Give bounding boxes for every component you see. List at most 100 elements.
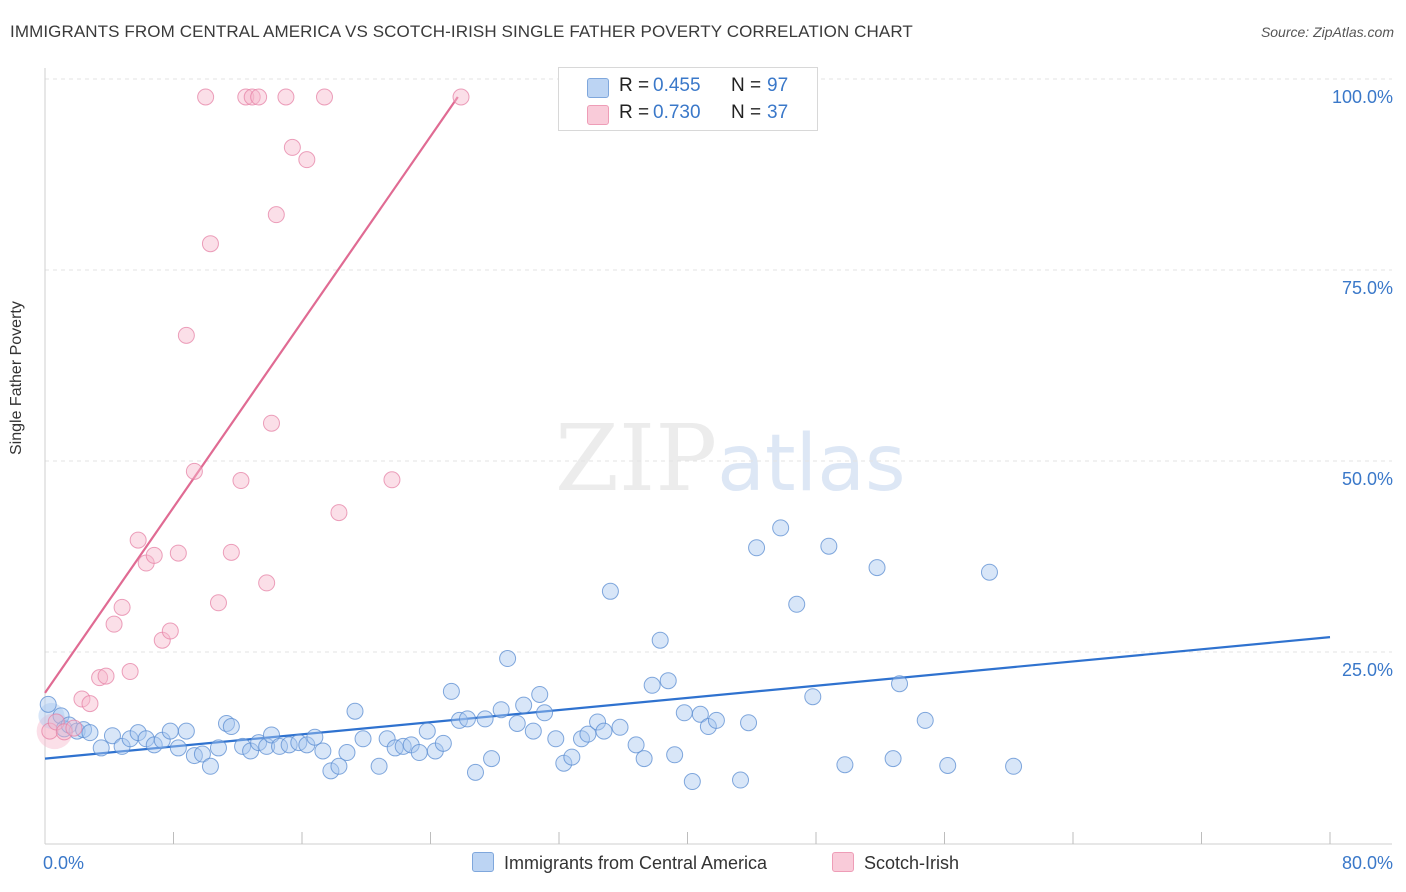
point-central-america	[579, 725, 597, 743]
point-central-america	[563, 748, 581, 766]
point-central-america	[635, 750, 653, 768]
point-scotch-irish	[81, 695, 99, 713]
point-central-america	[81, 724, 99, 742]
point-layer	[36, 88, 1023, 791]
point-central-america	[884, 750, 902, 768]
bottom-legend-label: Immigrants from Central America	[504, 853, 768, 873]
point-central-america	[492, 701, 510, 719]
point-central-america	[868, 559, 886, 577]
point-central-america	[39, 695, 57, 713]
point-central-america	[68, 722, 86, 740]
point-scotch-irish	[169, 544, 187, 562]
chart-title: IMMIGRANTS FROM CENTRAL AMERICA VS SCOTC…	[10, 22, 913, 41]
bottom-legend-label: Scotch-Irish	[864, 853, 960, 873]
point-central-america	[330, 757, 348, 775]
watermark: ZIPatlas	[555, 405, 906, 512]
point-central-america	[201, 757, 219, 775]
point-scotch-irish	[41, 722, 59, 740]
point-central-america	[508, 714, 526, 732]
point-central-america	[536, 704, 554, 722]
point-central-america	[161, 722, 179, 740]
label-layer: 25.0% 50.0% 75.0% 100.0% 0.0% 80.0%	[43, 87, 1393, 873]
point-central-america	[209, 739, 227, 757]
point-central-america	[531, 685, 549, 703]
point-central-america	[515, 696, 533, 714]
legend-r-value: 0.730	[653, 102, 701, 123]
point-scotch-irish	[452, 88, 470, 106]
legend-n-value: 37	[767, 102, 789, 123]
y-tick-label: 100.0%	[1332, 87, 1393, 107]
point-scotch-irish	[177, 326, 195, 344]
point-central-america	[338, 744, 356, 762]
point-central-america	[788, 595, 806, 613]
axis-layer	[44, 68, 1392, 845]
point-scotch-irish	[185, 462, 203, 480]
point-scotch-irish	[145, 546, 163, 564]
legend-r-label: R =	[619, 102, 650, 123]
point-central-america	[804, 688, 822, 706]
bottom-legend-central-america: Immigrants from Central America	[472, 852, 767, 874]
point-central-america	[547, 730, 565, 748]
y-tick-label: 75.0%	[1342, 278, 1393, 298]
point-central-america	[410, 744, 428, 762]
point-central-america	[306, 728, 324, 746]
watermark-atlas: atlas	[717, 419, 906, 509]
point-central-america	[601, 582, 619, 600]
point-scotch-irish	[129, 531, 147, 549]
y-tick-label: 50.0%	[1342, 469, 1393, 489]
point-scotch-irish	[91, 669, 109, 687]
point-scotch-irish	[232, 472, 250, 490]
point-central-america	[177, 722, 195, 740]
point-central-america	[458, 710, 476, 728]
point-central-america	[1005, 757, 1023, 775]
point-central-america	[980, 563, 998, 581]
point-central-america	[916, 711, 934, 729]
point-central-america	[466, 763, 484, 781]
point-central-america	[691, 705, 709, 723]
point-central-america	[939, 757, 957, 774]
point-central-america	[483, 750, 501, 768]
point-central-america	[346, 702, 364, 720]
correlation-legend: R = 0.455 N = 97 R = 0.730 N = 37	[558, 67, 818, 131]
point-scotch-irish	[267, 206, 285, 224]
point-scotch-irish	[222, 543, 240, 561]
trend-layer	[44, 96, 1331, 760]
legend-swatch-blue	[587, 78, 609, 98]
x-tick-label: 0.0%	[43, 853, 84, 873]
point-central-america	[589, 713, 607, 731]
point-scotch-irish	[209, 594, 227, 612]
point-central-america	[836, 756, 854, 774]
legend-r-label: R =	[619, 75, 650, 96]
point-central-america	[707, 711, 725, 729]
point-central-america	[666, 746, 684, 764]
point-central-america	[145, 736, 163, 754]
point-central-america	[103, 727, 121, 745]
point-scotch-irish	[283, 138, 301, 156]
point-scotch-irish	[250, 88, 268, 106]
trendline-central-america	[44, 636, 1331, 760]
point-central-america	[772, 519, 790, 537]
point-scotch-irish	[113, 598, 131, 616]
point-central-america	[314, 742, 332, 760]
point-central-america	[611, 718, 629, 736]
point-central-america	[740, 714, 758, 732]
point-scotch-irish	[161, 622, 179, 640]
point-central-america	[442, 682, 460, 700]
point-central-america	[524, 722, 542, 740]
point-central-america	[683, 773, 701, 791]
point-scotch-irish	[121, 663, 139, 681]
point-central-america	[476, 710, 494, 728]
point-scotch-irish	[277, 88, 295, 106]
bottom-legend-swatch-blue	[472, 852, 494, 872]
point-scotch-irish	[201, 235, 219, 253]
point-central-america	[820, 537, 838, 555]
point-central-america	[322, 762, 340, 780]
point-central-america	[222, 718, 240, 736]
x-tick-label: 80.0%	[1342, 853, 1393, 873]
point-scotch-irish	[330, 504, 348, 522]
point-scotch-irish	[243, 88, 261, 106]
y-tick-label: 25.0%	[1342, 660, 1393, 680]
point-central-america	[434, 734, 452, 752]
point-scotch-irish	[383, 471, 401, 489]
point-central-america	[418, 722, 436, 740]
